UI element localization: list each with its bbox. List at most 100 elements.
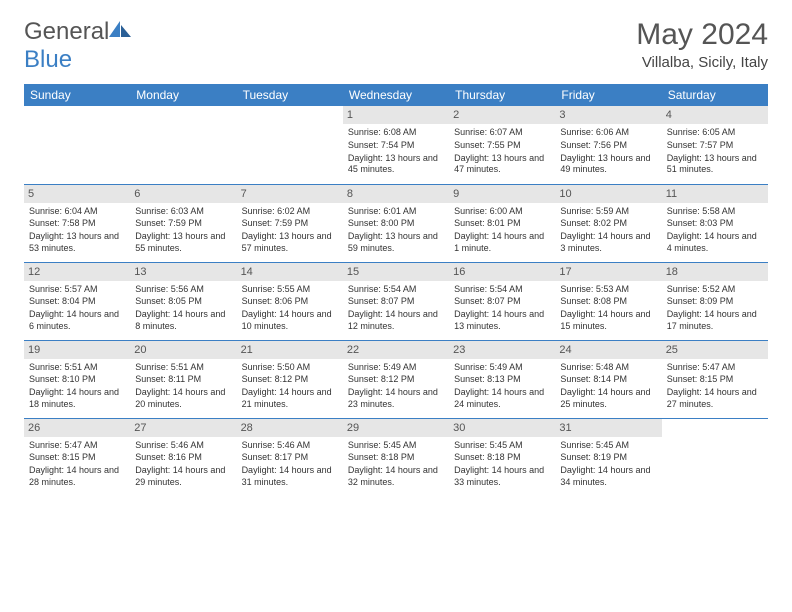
day-number: 13 xyxy=(130,263,236,281)
day-number: 11 xyxy=(662,185,768,203)
sunrise-text: Sunrise: 6:07 AM xyxy=(454,127,550,139)
sunrise-text: Sunrise: 5:52 AM xyxy=(667,284,763,296)
calendar-day-cell: 4Sunrise: 6:05 AMSunset: 7:57 PMDaylight… xyxy=(662,106,768,184)
calendar-week-row: 5Sunrise: 6:04 AMSunset: 7:58 PMDaylight… xyxy=(24,184,768,262)
daylight-text: Daylight: 13 hours and 57 minutes. xyxy=(242,231,338,254)
sunrise-text: Sunrise: 5:55 AM xyxy=(242,284,338,296)
calendar-week-row: 12Sunrise: 5:57 AMSunset: 8:04 PMDayligh… xyxy=(24,262,768,340)
calendar-day-cell: 19Sunrise: 5:51 AMSunset: 8:10 PMDayligh… xyxy=(24,340,130,418)
sunset-text: Sunset: 8:09 PM xyxy=(667,296,763,308)
day-number: 24 xyxy=(555,341,661,359)
calendar-week-row: 26Sunrise: 5:47 AMSunset: 8:15 PMDayligh… xyxy=(24,418,768,496)
daylight-text: Daylight: 14 hours and 20 minutes. xyxy=(135,387,231,410)
day-number: 28 xyxy=(237,419,343,437)
sunrise-text: Sunrise: 5:57 AM xyxy=(29,284,125,296)
calendar-day-cell: 21Sunrise: 5:50 AMSunset: 8:12 PMDayligh… xyxy=(237,340,343,418)
sunset-text: Sunset: 8:11 PM xyxy=(135,374,231,386)
daylight-text: Daylight: 14 hours and 3 minutes. xyxy=(560,231,656,254)
calendar-day-cell: 9Sunrise: 6:00 AMSunset: 8:01 PMDaylight… xyxy=(449,184,555,262)
sunrise-text: Sunrise: 6:08 AM xyxy=(348,127,444,139)
daylight-text: Daylight: 14 hours and 13 minutes. xyxy=(454,309,550,332)
day-number: 14 xyxy=(237,263,343,281)
calendar-week-row: 1Sunrise: 6:08 AMSunset: 7:54 PMDaylight… xyxy=(24,106,768,184)
calendar-day-cell: 18Sunrise: 5:52 AMSunset: 8:09 PMDayligh… xyxy=(662,262,768,340)
calendar-day-cell: 11Sunrise: 5:58 AMSunset: 8:03 PMDayligh… xyxy=(662,184,768,262)
sunset-text: Sunset: 7:58 PM xyxy=(29,218,125,230)
brand-name-1: General xyxy=(24,18,109,45)
brand-name-2: Blue xyxy=(24,46,72,73)
sunrise-text: Sunrise: 6:06 AM xyxy=(560,127,656,139)
day-number: 10 xyxy=(555,185,661,203)
sunset-text: Sunset: 8:12 PM xyxy=(242,374,338,386)
sunrise-text: Sunrise: 5:49 AM xyxy=(454,362,550,374)
sunset-text: Sunset: 8:05 PM xyxy=(135,296,231,308)
day-number: 12 xyxy=(24,263,130,281)
sunset-text: Sunset: 8:07 PM xyxy=(348,296,444,308)
sunset-text: Sunset: 7:56 PM xyxy=(560,140,656,152)
daylight-text: Daylight: 14 hours and 8 minutes. xyxy=(135,309,231,332)
daylight-text: Daylight: 14 hours and 34 minutes. xyxy=(560,465,656,488)
sunset-text: Sunset: 8:08 PM xyxy=(560,296,656,308)
weekday-header: Sunday xyxy=(24,84,130,106)
calendar-day-cell: 31Sunrise: 5:45 AMSunset: 8:19 PMDayligh… xyxy=(555,418,661,496)
sunset-text: Sunset: 7:54 PM xyxy=(348,140,444,152)
sunset-text: Sunset: 8:02 PM xyxy=(560,218,656,230)
sunrise-text: Sunrise: 6:05 AM xyxy=(667,127,763,139)
sunset-text: Sunset: 8:04 PM xyxy=(29,296,125,308)
brand-logo: GeneralBlue xyxy=(24,18,131,74)
daylight-text: Daylight: 13 hours and 49 minutes. xyxy=(560,153,656,176)
sunrise-text: Sunrise: 5:46 AM xyxy=(242,440,338,452)
sunrise-text: Sunrise: 6:00 AM xyxy=(454,206,550,218)
sunset-text: Sunset: 8:00 PM xyxy=(348,218,444,230)
header: GeneralBlue May 2024 Villalba, Sicily, I… xyxy=(24,18,768,74)
calendar-day-cell xyxy=(130,106,236,184)
weekday-header: Wednesday xyxy=(343,84,449,106)
weekday-header: Saturday xyxy=(662,84,768,106)
location-label: Villalba, Sicily, Italy xyxy=(636,54,768,71)
sunrise-text: Sunrise: 5:56 AM xyxy=(135,284,231,296)
weekday-header: Tuesday xyxy=(237,84,343,106)
day-number: 31 xyxy=(555,419,661,437)
daylight-text: Daylight: 14 hours and 4 minutes. xyxy=(667,231,763,254)
calendar-day-cell: 30Sunrise: 5:45 AMSunset: 8:18 PMDayligh… xyxy=(449,418,555,496)
day-number: 27 xyxy=(130,419,236,437)
calendar-day-cell: 25Sunrise: 5:47 AMSunset: 8:15 PMDayligh… xyxy=(662,340,768,418)
daylight-text: Daylight: 14 hours and 32 minutes. xyxy=(348,465,444,488)
calendar-table: SundayMondayTuesdayWednesdayThursdayFrid… xyxy=(24,84,768,496)
sunset-text: Sunset: 8:13 PM xyxy=(454,374,550,386)
day-number: 19 xyxy=(24,341,130,359)
daylight-text: Daylight: 14 hours and 6 minutes. xyxy=(29,309,125,332)
day-number: 3 xyxy=(555,106,661,124)
sunrise-text: Sunrise: 5:48 AM xyxy=(560,362,656,374)
sunrise-text: Sunrise: 5:47 AM xyxy=(667,362,763,374)
daylight-text: Daylight: 14 hours and 28 minutes. xyxy=(29,465,125,488)
sunrise-text: Sunrise: 5:50 AM xyxy=(242,362,338,374)
calendar-day-cell xyxy=(662,418,768,496)
weekday-header: Friday xyxy=(555,84,661,106)
day-number: 7 xyxy=(237,185,343,203)
day-number: 16 xyxy=(449,263,555,281)
sunrise-text: Sunrise: 5:59 AM xyxy=(560,206,656,218)
sunrise-text: Sunrise: 6:01 AM xyxy=(348,206,444,218)
sunrise-text: Sunrise: 5:51 AM xyxy=(135,362,231,374)
sunset-text: Sunset: 8:18 PM xyxy=(348,452,444,464)
calendar-day-cell: 6Sunrise: 6:03 AMSunset: 7:59 PMDaylight… xyxy=(130,184,236,262)
sunrise-text: Sunrise: 5:49 AM xyxy=(348,362,444,374)
daylight-text: Daylight: 14 hours and 24 minutes. xyxy=(454,387,550,410)
calendar-day-cell: 17Sunrise: 5:53 AMSunset: 8:08 PMDayligh… xyxy=(555,262,661,340)
sunrise-text: Sunrise: 5:45 AM xyxy=(560,440,656,452)
day-number: 23 xyxy=(449,341,555,359)
sunrise-text: Sunrise: 6:02 AM xyxy=(242,206,338,218)
daylight-text: Daylight: 14 hours and 18 minutes. xyxy=(29,387,125,410)
sunset-text: Sunset: 7:59 PM xyxy=(135,218,231,230)
calendar-day-cell: 27Sunrise: 5:46 AMSunset: 8:16 PMDayligh… xyxy=(130,418,236,496)
day-number: 2 xyxy=(449,106,555,124)
daylight-text: Daylight: 14 hours and 1 minute. xyxy=(454,231,550,254)
day-number: 29 xyxy=(343,419,449,437)
daylight-text: Daylight: 14 hours and 10 minutes. xyxy=(242,309,338,332)
sunrise-text: Sunrise: 5:47 AM xyxy=(29,440,125,452)
daylight-text: Daylight: 14 hours and 17 minutes. xyxy=(667,309,763,332)
daylight-text: Daylight: 13 hours and 59 minutes. xyxy=(348,231,444,254)
day-number: 21 xyxy=(237,341,343,359)
day-number: 30 xyxy=(449,419,555,437)
